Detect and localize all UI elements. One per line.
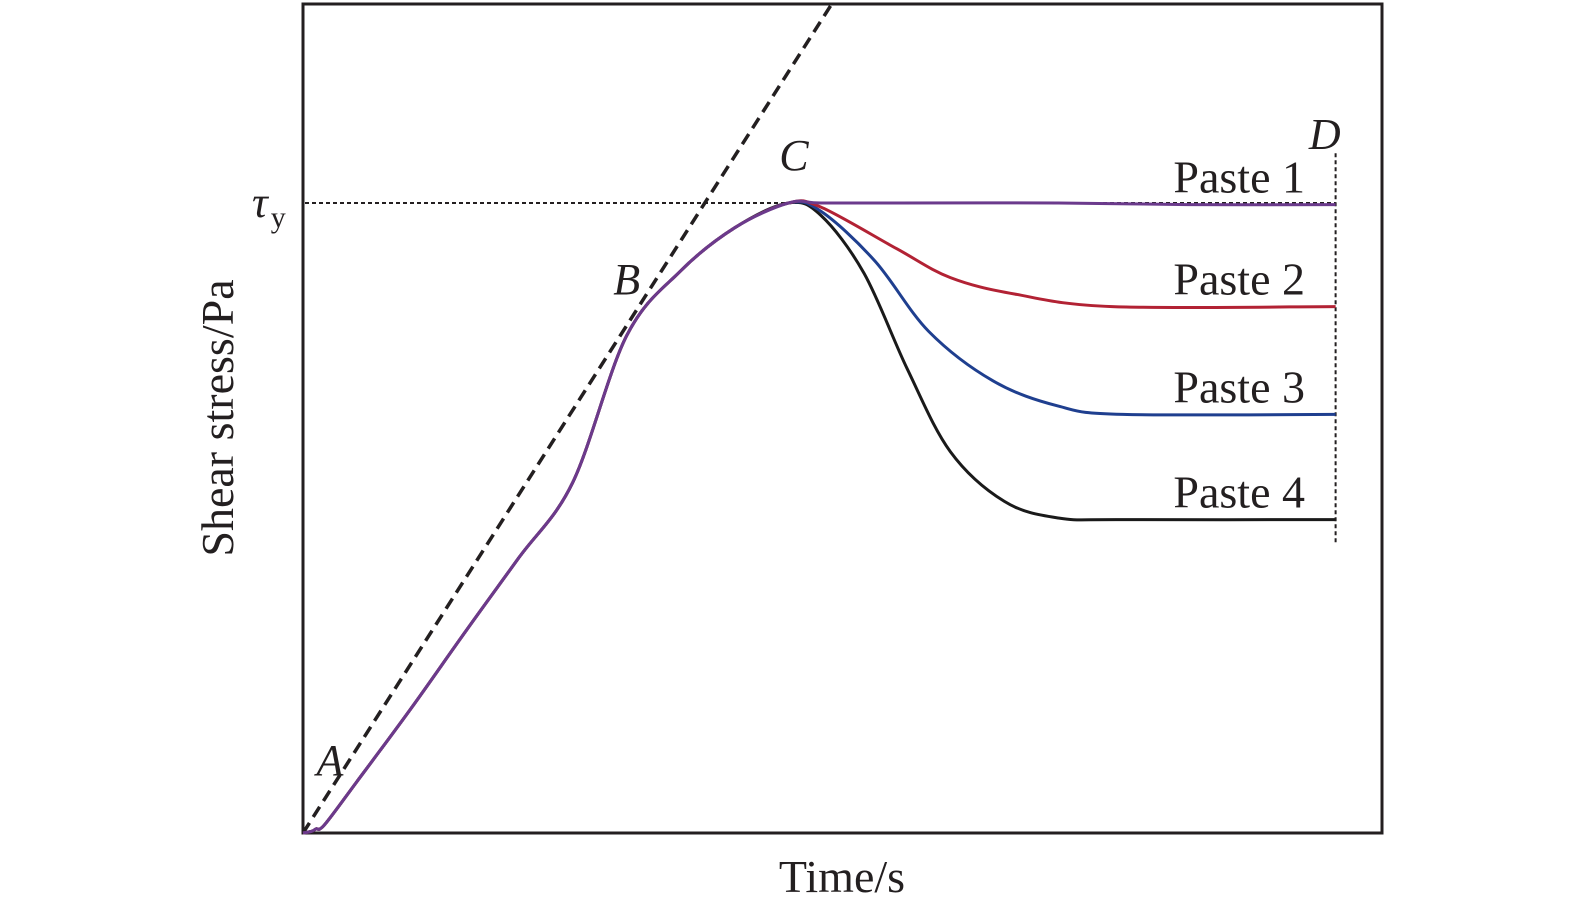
point-label-d: D (1308, 110, 1341, 159)
series-line-paste-1 (302, 199, 1336, 835)
tau-symbol: τ (252, 178, 270, 227)
point-label-b: B (613, 255, 640, 304)
series-label-paste-3: Paste 3 (1173, 361, 1305, 412)
series-label-paste-1: Paste 1 (1173, 152, 1305, 203)
point-label-a: A (314, 736, 345, 785)
plot-frame (301, 2, 1384, 835)
series-label-paste-4: Paste 4 (1173, 467, 1305, 518)
y-axis-title: Shear stress/Pa (192, 279, 243, 556)
labels-group: Paste 1 Paste 2 Paste 3 Paste 4 A B C D (314, 110, 1341, 785)
x-axis-title: Time/s (779, 851, 905, 902)
point-label-c: C (779, 131, 809, 180)
tangent-dashed-line (301, 3, 834, 834)
series-group (302, 199, 1336, 835)
series-label-paste-2: Paste 2 (1173, 254, 1305, 305)
tau-subscript: y (271, 201, 286, 234)
